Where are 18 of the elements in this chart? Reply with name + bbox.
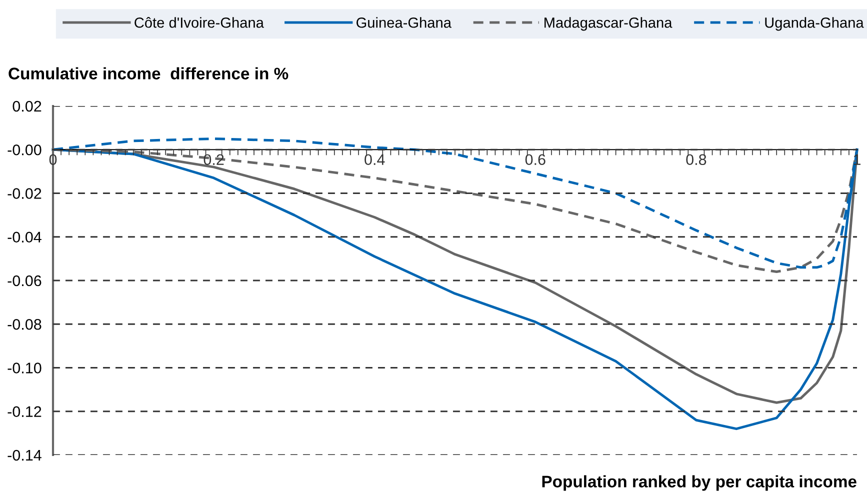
x-tick-label: 0.6 (525, 154, 546, 166)
legend-label: Côte d'Ivoire-Ghana (134, 17, 264, 28)
y-tick-label: -0.00 (8, 144, 42, 156)
y-axis-title: Cumulative income difference in % (8, 67, 288, 80)
y-tick-label: -0.10 (8, 362, 42, 374)
x-axis-title: Population ranked by per capita income (542, 475, 856, 491)
y-tick-label: -0.04 (8, 232, 42, 243)
y-tick-label: -0.14 (8, 450, 42, 461)
y-tick-label: -0.02 (8, 188, 42, 199)
x-tick-label: 0.4 (364, 154, 385, 166)
legend-label: Guinea-Ghana (356, 17, 452, 28)
legend-label: Madagascar-Ghana (544, 17, 672, 31)
y-tick-label: -0.08 (8, 318, 42, 330)
x-tick-label: 0.8 (686, 154, 706, 166)
y-tick-label: -0.12 (8, 406, 42, 418)
legend-label: Uganda-Ghana (765, 17, 864, 31)
y-tick-label: 0.02 (12, 100, 42, 112)
y-tick-label: -0.06 (8, 275, 42, 286)
